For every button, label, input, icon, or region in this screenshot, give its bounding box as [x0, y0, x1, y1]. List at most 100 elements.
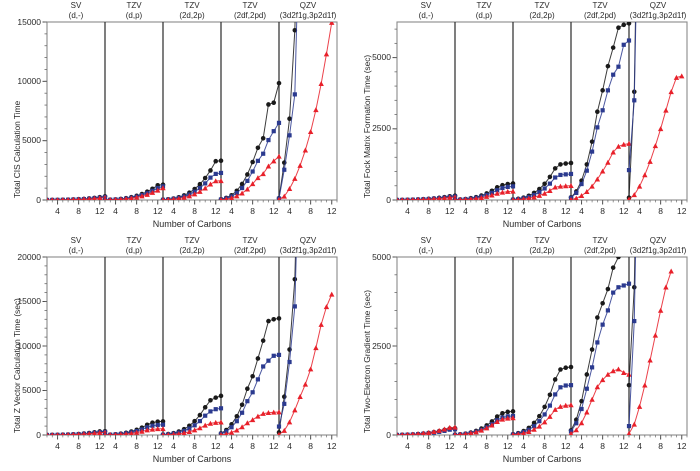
x-tick-label: 8 [308, 441, 313, 451]
y-tick-label: 0 [36, 194, 41, 205]
group-header-1: TZV (d,p) [424, 1, 544, 20]
group-header-line1: TZV [126, 1, 142, 10]
x-tick-label: 4 [579, 206, 584, 216]
x-tick-label: 4 [113, 206, 118, 216]
group-header-line2: (2d,2p) [529, 10, 555, 20]
x-tick-label: 4 [229, 441, 234, 451]
group-header-0: SV (d,-) [16, 236, 136, 255]
group-header-3: TZV (2df,2pd) [540, 236, 660, 255]
x-tick-label: 12 [618, 441, 629, 451]
x-tick-label: 4 [521, 206, 526, 216]
group-header-3: TZV (2df,2pd) [540, 1, 660, 20]
group-header-line1: QZV [299, 236, 317, 245]
x-tick-label: 12 [210, 441, 221, 451]
x-tick-label: 8 [134, 206, 139, 216]
chart-panel-top-left: 0 5000 10000 15000 4 8 12 SV (d,-) 4 8 12 TZV (d,p) 4 8… [0, 0, 350, 235]
x-tick-label: 8 [426, 441, 431, 451]
group-header-line1: SV [70, 1, 82, 10]
group-header-2: TZV (2d,2p) [482, 1, 602, 20]
x-tick-label: 12 [444, 441, 455, 451]
x-tick-label: 8 [542, 441, 547, 451]
x-tick-label: 8 [484, 206, 489, 216]
group-header-4: QZV (3d2f1g,3p2d1f) [248, 236, 368, 255]
x-tick-label: 8 [308, 206, 313, 216]
group-header-0: SV (d,-) [366, 1, 486, 20]
group-header-line2: (3d2f1g,3p2d1f) [629, 10, 687, 20]
group-header-0: SV (d,-) [366, 236, 486, 255]
x-tick-label: 12 [326, 441, 337, 451]
group-header-line1: TZV [242, 1, 258, 10]
x-tick-label: 8 [134, 441, 139, 451]
group-header-4: QZV (3d2f1g,3p2d1f) [598, 1, 700, 20]
y-tick-label: 5000 [372, 251, 391, 262]
x-tick-label: 4 [113, 441, 118, 451]
x-tick-label: 8 [76, 206, 81, 216]
x-tick-label: 4 [229, 206, 234, 216]
y-tick-label: 15000 [17, 16, 41, 27]
x-tick-label: 4 [637, 441, 642, 451]
group-header-2: TZV (2d,2p) [132, 236, 252, 255]
group-header-line1: QZV [299, 1, 317, 10]
x-tick-label: 12 [676, 441, 687, 451]
x-tick-label: 4 [171, 206, 176, 216]
x-tick-label: 12 [152, 206, 163, 216]
x-tick-label: 4 [463, 206, 468, 216]
x-axis-label: Number of Carbons [502, 219, 582, 229]
chart-panel-bottom-right: 0 2500 5000 4 8 12 SV (d,-) 4 8 12 TZV (d,p) 4 8 12 TZV(… [350, 235, 700, 471]
x-tick-label: 8 [250, 441, 255, 451]
group-header-1: TZV (d,p) [74, 1, 194, 20]
y-tick-label: 2500 [372, 340, 391, 351]
plot-area-top-left [42, 21, 338, 205]
x-tick-label: 12 [502, 206, 513, 216]
group-header-line1: QZV [649, 1, 667, 10]
group-header-line2: (d,p) [125, 10, 143, 20]
group-header-2: TZV (2d,2p) [482, 236, 602, 255]
group-header-line1: TZV [476, 236, 492, 245]
x-tick-label: 8 [542, 206, 547, 216]
x-tick-label: 8 [658, 441, 663, 451]
group-header-line2: (3d2f1g,3p2d1f) [629, 245, 687, 255]
x-tick-label: 12 [268, 206, 279, 216]
plot-area-bottom-left [42, 256, 338, 440]
x-tick-label: 4 [171, 441, 176, 451]
x-tick-label: 8 [192, 206, 197, 216]
x-tick-label: 4 [579, 441, 584, 451]
group-header-line2: (3d2f1g,3p2d1f) [279, 10, 337, 20]
x-tick-label: 4 [463, 441, 468, 451]
group-header-line1: TZV [184, 1, 200, 10]
x-tick-label: 4 [287, 441, 292, 451]
group-header-line2: (2df,2pd) [233, 10, 267, 20]
x-tick-label: 12 [560, 206, 571, 216]
group-header-line1: QZV [649, 236, 667, 245]
group-header-line2: (2d,2p) [529, 245, 555, 255]
y-tick-label: 15000 [17, 296, 41, 306]
group-header-line2: (d,p) [475, 10, 493, 20]
x-tick-label: 4 [405, 441, 410, 451]
y-tick-label: 20000 [17, 251, 41, 262]
group-header-4: QZV (3d2f1g,3p2d1f) [598, 236, 700, 255]
group-header-1: TZV (d,p) [424, 236, 544, 255]
group-header-line1: SV [420, 1, 432, 10]
group-header-line2: (d,-) [418, 245, 434, 255]
group-header-line1: SV [420, 236, 432, 245]
group-header-line1: TZV [534, 1, 550, 10]
group-header-line2: (2df,2pd) [233, 245, 267, 255]
x-tick-label: 4 [405, 206, 410, 216]
x-tick-label: 8 [426, 206, 431, 216]
x-tick-label: 12 [618, 206, 629, 216]
x-tick-label: 12 [676, 206, 687, 216]
x-tick-label: 4 [287, 206, 292, 216]
y-tick-label: 5000 [22, 135, 41, 146]
x-tick-label: 12 [326, 206, 337, 216]
group-header-line2: (2d,2p) [179, 245, 205, 255]
y-axis-label: Total CIS Calculation Time [12, 100, 22, 198]
chart-panel-top-right: 0 2500 5000 4 8 12 SV (d,-) 4 8 12 TZV (d,p) 4 8 12 TZV(… [350, 0, 700, 235]
y-tick-label: 0 [36, 429, 41, 440]
group-header-line2: (2df,2pd) [583, 245, 617, 255]
x-tick-label: 8 [250, 206, 255, 216]
x-tick-label: 8 [658, 206, 663, 216]
group-header-line2: (d,-) [418, 10, 434, 20]
group-header-line1: TZV [242, 236, 258, 245]
x-tick-label: 12 [560, 441, 571, 451]
